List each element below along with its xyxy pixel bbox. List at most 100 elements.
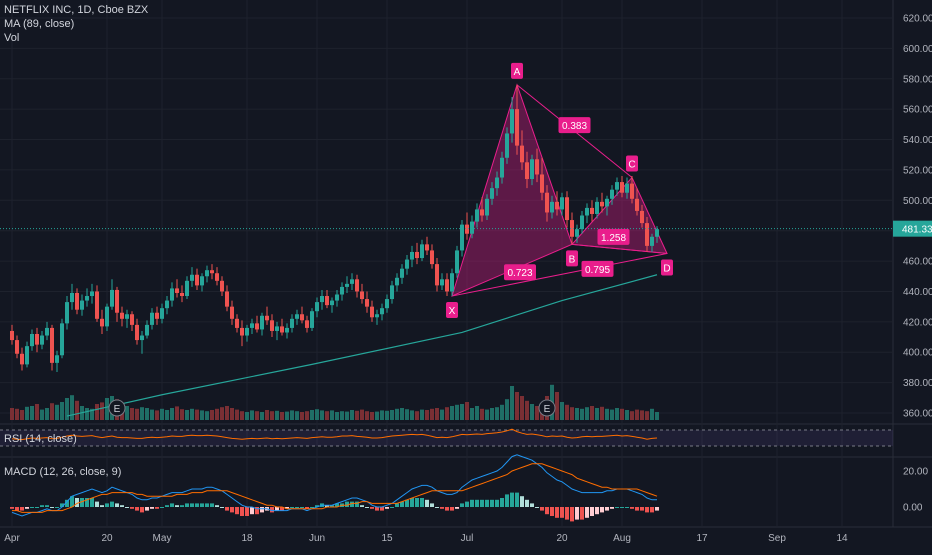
volume-bar [335, 412, 339, 420]
macd-histogram-bar [215, 505, 219, 507]
volume-bar [55, 404, 59, 420]
volume-bar [35, 404, 39, 420]
volume-bar [500, 404, 504, 420]
macd-histogram-bar [455, 507, 459, 509]
macd-histogram-bar [500, 498, 504, 507]
candle-body [640, 210, 644, 224]
volume-bar [610, 409, 614, 420]
macd-histogram-bar [520, 496, 524, 507]
volume-bar [170, 408, 174, 420]
macd-histogram-bar [200, 503, 204, 507]
earnings-marker [538, 399, 556, 417]
rsi-legend[interactable]: RSI (14, close) [4, 433, 77, 445]
candle-body [155, 312, 159, 319]
macd-histogram-bar [190, 503, 194, 507]
macd-legend[interactable]: MACD (12, 26, close, 9) [4, 466, 122, 478]
volume-bar [565, 404, 569, 420]
candle-body [10, 330, 14, 341]
volume-bar [215, 408, 219, 420]
volume-bar [575, 408, 579, 420]
candle-body [35, 334, 39, 345]
time-tick-label: Aug [613, 533, 631, 544]
candle-body [240, 327, 244, 336]
candle-body [355, 279, 359, 292]
pattern-point-label: D [663, 263, 670, 274]
volume-bar [75, 400, 79, 420]
macd-histogram-bar [550, 507, 554, 516]
time-tick-label: 18 [241, 533, 253, 544]
macd-histogram-bar [405, 499, 409, 507]
macd-histogram-bar [445, 507, 449, 511]
macd-histogram-bar [350, 501, 354, 507]
candle-body [460, 224, 464, 251]
candle-body [425, 244, 429, 251]
ma-legend[interactable]: MA (89, close) [4, 18, 75, 30]
candle-body [210, 270, 214, 274]
candle-body [80, 300, 84, 310]
symbol-line[interactable]: NETFLIX INC, 1D, Cboe BZX [4, 4, 149, 16]
candle-body [70, 292, 74, 303]
macd-histogram-bar [15, 507, 19, 511]
volume-bar [50, 403, 54, 420]
macd-histogram-bar [10, 507, 14, 509]
ma-line [66, 274, 658, 417]
macd-histogram-bar [540, 507, 544, 511]
candle-body [340, 286, 344, 295]
volume-bar [270, 411, 274, 420]
macd-tick-label: 0.00 [903, 503, 923, 514]
candle-body [315, 302, 319, 312]
earnings-marker [108, 399, 126, 417]
candle-body [570, 220, 574, 237]
volume-bar [70, 395, 74, 420]
candle-body [655, 229, 659, 237]
macd-line [11, 454, 657, 517]
vol-legend[interactable]: Vol [4, 32, 20, 44]
candle-body [205, 270, 209, 277]
candle-body [135, 324, 139, 341]
macd-histogram-bar [20, 507, 24, 511]
candle-body [235, 318, 239, 328]
macd-histogram-bar [315, 505, 319, 507]
macd-histogram-bar [280, 507, 284, 511]
macd-histogram-bar [650, 507, 654, 513]
candle-body [295, 314, 299, 319]
volume-bar [145, 408, 149, 420]
price-tick-label: 440.00 [903, 287, 932, 298]
macd-histogram-bar [510, 492, 514, 507]
volume-bar [200, 410, 204, 420]
candle-body [215, 273, 219, 281]
candle-body [335, 294, 339, 301]
macd-histogram-bar [575, 507, 579, 520]
macd-histogram-bar [505, 494, 509, 507]
macd-histogram-bar [230, 507, 234, 513]
candle-body [15, 340, 19, 354]
macd-histogram-bar [375, 507, 379, 511]
volume-bar [460, 404, 464, 420]
volume-bar [380, 410, 384, 420]
volume-bar [395, 408, 399, 420]
macd-histogram-bar [210, 503, 214, 507]
volume-bar [20, 410, 24, 420]
volume-bar [230, 408, 234, 420]
price-tick-label: 380.00 [903, 378, 932, 389]
candle-body [170, 288, 174, 301]
candle-body [470, 221, 474, 234]
candle-body [345, 283, 349, 287]
volume-bar [85, 408, 89, 420]
candle-body [485, 198, 489, 216]
time-tick-label: Apr [4, 533, 20, 544]
candle-body [40, 335, 44, 345]
ratio-label: 1.258 [601, 233, 626, 244]
volume-bar [405, 409, 409, 420]
volume-bar [315, 409, 319, 420]
volume-bar [300, 412, 304, 420]
volume-bar [280, 412, 284, 420]
macd-histogram-bar [85, 498, 89, 507]
volume-bar [370, 412, 374, 420]
candle-body [380, 308, 384, 315]
ratio-label: 0.795 [585, 265, 610, 276]
candle-body [110, 289, 114, 307]
candle-body [565, 197, 569, 221]
